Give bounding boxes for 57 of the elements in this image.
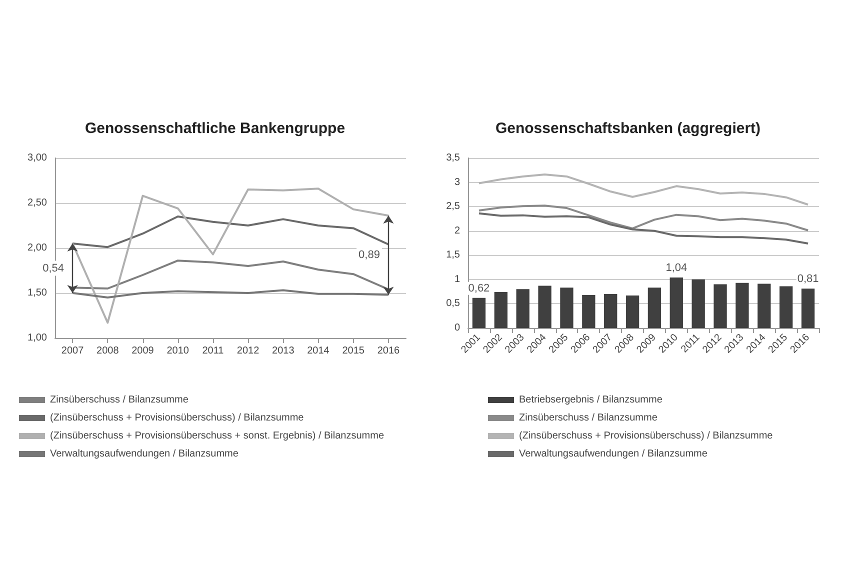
x-tick-label: 2014 (307, 346, 330, 356)
y-tick-label: 2,5 (446, 201, 460, 212)
y-tick-label: 1,00 (28, 332, 48, 344)
line-series (478, 204, 810, 232)
x-tick-label: 2010 (166, 346, 190, 356)
legend-label: (Zinsüberschuss + Provisionsüberschuss) / Bilanzsumme (50, 412, 304, 424)
bar (648, 288, 662, 328)
bar (670, 277, 683, 328)
bar (494, 292, 508, 328)
line-series (478, 212, 810, 244)
y-tick-label: 2,50 (28, 198, 48, 208)
bar (472, 298, 486, 328)
chart-title: Genossenschaftsbanken (aggregiert) (495, 120, 761, 137)
y-tick-label: 1,50 (28, 288, 48, 298)
bar (780, 286, 793, 328)
x-tick-label: 2012 (236, 346, 260, 356)
y-tick-label: 2,00 (28, 242, 48, 254)
chart-title: Genossenschaftliche Bankengruppe (84, 120, 346, 137)
y-tick-label: 0,5 (446, 298, 460, 310)
legend-label: Zinsüberschuss / Bilanzsumme (519, 412, 658, 424)
legend-label: Zinsüberschuss / Bilanzsumme (50, 394, 189, 406)
data-label: 0,62 (468, 282, 490, 294)
bar (516, 289, 530, 328)
legend-label: Verwaltungsaufwendungen / Bilanzsumme (519, 448, 708, 460)
y-tick-label: 1 (454, 274, 460, 285)
data-label: 1,04 (666, 262, 688, 274)
y-tick-label: 3 (454, 176, 460, 188)
y-tick-label: 1,5 (446, 250, 460, 261)
bar (801, 288, 815, 328)
bar (538, 286, 552, 328)
y-tick-label: 2 (454, 225, 460, 236)
bar (714, 284, 727, 328)
x-tick-label: 2015 (342, 346, 365, 356)
bar (626, 295, 640, 328)
x-tick-label: 2008 (96, 346, 120, 356)
bar (582, 294, 596, 328)
legend-label: (Zinsüberschuss + Provisionsüberschuss + sonst. Ergebnis) / Bilanzsumme (50, 430, 384, 442)
bar (736, 282, 749, 328)
y-tick-label: 3,00 (28, 152, 48, 164)
data-label: 0,81 (797, 273, 819, 286)
x-tick-label: 2007 (61, 346, 84, 356)
legend-label: (Zinsüberschuss + Provisionsüberschuss) / Bilanzsumme (519, 430, 774, 442)
bar (604, 294, 618, 328)
annotation: 0,89 (358, 249, 380, 262)
legend-label: Betriebsergebnis / Bilanzsumme (519, 394, 663, 406)
annotation: 0,54 (42, 262, 64, 274)
bar (560, 288, 574, 328)
y-tick-label: 0 (454, 322, 460, 334)
x-tick-label: 2013 (272, 346, 295, 356)
x-tick-label: 2011 (202, 346, 224, 356)
line-series (478, 174, 810, 206)
bar (692, 279, 705, 328)
bar (758, 284, 771, 328)
y-tick-label: 3,5 (446, 152, 460, 164)
legend-label: Verwaltungsaufwendungen / Bilanzsumme (50, 448, 239, 460)
x-tick-label: 2009 (132, 346, 154, 356)
x-tick-label: 2016 (377, 346, 400, 356)
